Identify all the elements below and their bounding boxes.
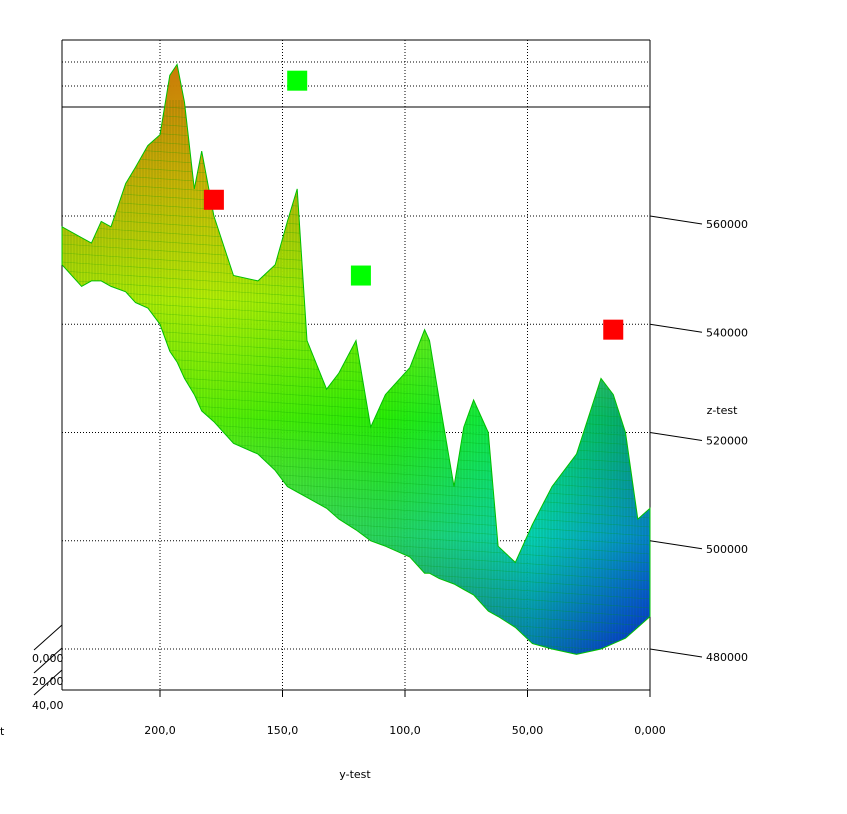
z-tick-label: 500000	[706, 543, 748, 556]
x-tick-label: 200,0	[144, 724, 176, 737]
markers	[203, 70, 624, 340]
z-axis-title: z-test	[707, 404, 739, 417]
z-tick-label: 540000	[706, 326, 748, 339]
depth-tick-label: 40,00	[32, 699, 64, 712]
z-tick-mark	[649, 215, 703, 225]
depth-tick-mark	[33, 669, 63, 696]
x-tick-label: 50,00	[512, 724, 544, 737]
z-tick-label: 560000	[706, 218, 748, 231]
mesh-line	[62, 648, 650, 655]
depth-axis-title: t	[0, 725, 5, 738]
mesh-line	[62, 658, 650, 698]
data-marker	[287, 70, 308, 91]
z-tick-label: 480000	[706, 651, 748, 664]
z-axis-ticks: 560000 540000 520000 500000 480000	[649, 215, 748, 664]
x-axis-ticks: 200,0 150,0 100,0 50,00 0,000	[144, 690, 666, 737]
depth-tick-label: 0,000	[32, 652, 64, 665]
z-tick-mark	[649, 432, 703, 441]
mesh-line	[62, 676, 650, 716]
surface-outline	[61, 63, 651, 655]
mesh-line	[62, 667, 650, 707]
x-axis-title: y-test	[339, 768, 371, 781]
surface-shading	[62, 64, 650, 655]
z-tick-mark	[649, 540, 703, 550]
depth-tick-mark	[33, 624, 63, 651]
surface	[61, 63, 651, 716]
x-tick-label: 150,0	[267, 724, 299, 737]
depth-tick-label: 20,00	[32, 675, 64, 688]
depth-axis-ticks: 0,000 20,00 40,00	[32, 624, 64, 712]
z-tick-mark	[649, 648, 703, 658]
data-marker	[350, 265, 371, 286]
mesh-line	[62, 297, 650, 339]
depth-tick-mark	[33, 647, 63, 674]
data-marker	[203, 189, 224, 210]
x-tick-label: 100,0	[389, 724, 421, 737]
z-tick-label: 520000	[706, 435, 748, 448]
mesh-line	[62, 99, 650, 141]
data-marker	[603, 319, 624, 340]
z-tick-mark	[649, 323, 703, 333]
x-tick-label: 0,000	[634, 724, 666, 737]
